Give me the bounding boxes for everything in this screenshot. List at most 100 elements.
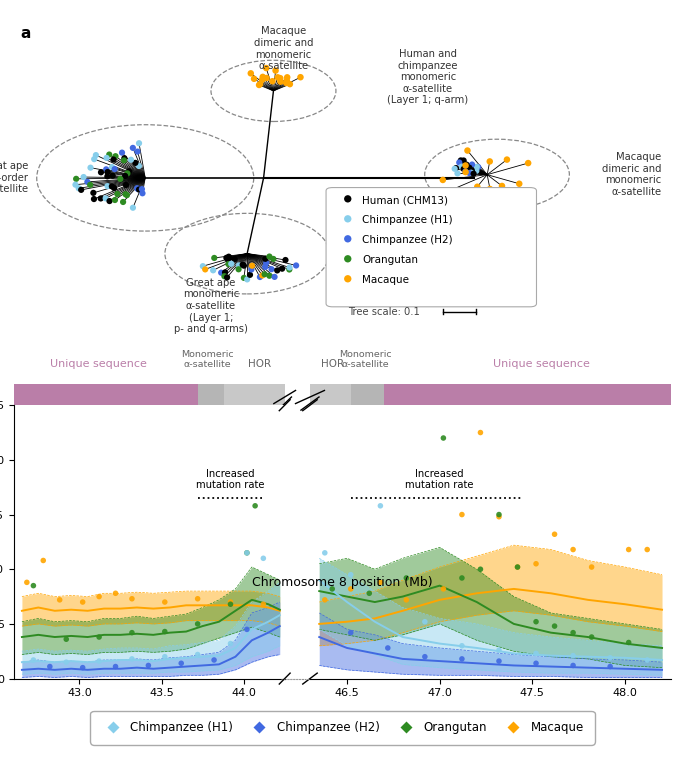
Point (464, 167, 475, 179)
Point (319, 594, 330, 606)
Point (249, 499, 260, 512)
Point (258, 70, 269, 83)
Point (192, 593, 203, 605)
Point (85, 162, 96, 174)
Point (192, 649, 203, 661)
Text: a: a (21, 26, 31, 42)
Point (102, 166, 113, 179)
Point (401, 572, 412, 584)
Point (501, 153, 512, 165)
Point (451, 162, 462, 174)
Text: HOR: HOR (321, 359, 344, 369)
Point (484, 155, 495, 168)
Point (272, 71, 283, 83)
Point (345, 568, 356, 581)
Point (127, 202, 138, 214)
Point (95, 192, 106, 205)
Point (233, 263, 244, 275)
Point (225, 596, 236, 608)
Point (531, 657, 542, 669)
Point (438, 432, 449, 444)
Point (466, 164, 477, 176)
Point (90, 149, 101, 162)
Point (452, 167, 463, 179)
Point (456, 639, 467, 652)
Point (241, 547, 252, 559)
Text: Chimpanzee (H2): Chimpanzee (H2) (362, 236, 453, 245)
Point (54, 594, 65, 606)
Point (106, 180, 117, 192)
Point (342, 192, 353, 205)
Point (475, 427, 486, 439)
Text: Chromosome 8 position (Mb): Chromosome 8 position (Mb) (252, 576, 433, 589)
Point (493, 510, 504, 523)
Point (375, 499, 386, 512)
Point (284, 261, 295, 274)
Point (238, 271, 249, 284)
Legend: Chimpanzee (H1), Chimpanzee (H2), Orangutan, Macaque: Chimpanzee (H1), Chimpanzee (H2), Orangu… (94, 714, 591, 741)
Point (261, 257, 272, 269)
Text: Increased
mutation rate: Increased mutation rate (196, 469, 264, 491)
Point (61, 633, 72, 645)
Bar (224, 384, 285, 407)
Point (249, 73, 260, 85)
Text: Human (CHM13): Human (CHM13) (362, 196, 448, 206)
Point (21, 576, 32, 588)
Point (226, 257, 237, 270)
Point (121, 189, 132, 201)
Point (284, 264, 295, 276)
Point (132, 145, 143, 158)
Point (267, 75, 278, 87)
Point (471, 161, 482, 173)
Point (272, 264, 283, 277)
Point (269, 271, 280, 283)
Point (132, 182, 142, 195)
Point (261, 62, 272, 74)
Point (107, 161, 118, 173)
Point (586, 561, 597, 574)
Point (101, 163, 112, 175)
Point (127, 652, 138, 665)
Text: Monomeric
α-satellite: Monomeric α-satellite (182, 349, 234, 369)
Point (568, 543, 579, 556)
Point (110, 150, 121, 162)
Point (100, 192, 111, 205)
Point (471, 165, 482, 177)
Bar (198, 384, 224, 407)
Point (119, 154, 129, 166)
Point (290, 259, 301, 271)
Point (264, 250, 275, 263)
Point (137, 187, 148, 199)
Text: Increased
mutation rate: Increased mutation rate (406, 469, 474, 491)
Point (108, 153, 119, 165)
Point (456, 572, 467, 584)
Point (104, 195, 115, 207)
Point (295, 71, 306, 83)
Point (82, 175, 93, 188)
Text: Macaque: Macaque (362, 275, 409, 285)
Point (70, 179, 81, 191)
Point (277, 263, 288, 275)
Point (458, 163, 469, 175)
Point (127, 593, 138, 605)
Point (225, 598, 236, 611)
Point (268, 253, 279, 265)
Point (89, 153, 100, 165)
Point (468, 168, 479, 180)
Point (531, 615, 542, 628)
Point (216, 267, 227, 279)
Point (568, 626, 579, 638)
Point (102, 180, 113, 192)
Point (531, 557, 542, 570)
Point (342, 253, 353, 265)
Point (493, 509, 504, 521)
Point (257, 73, 268, 86)
Point (110, 587, 121, 600)
Point (568, 659, 579, 672)
Point (85, 179, 96, 191)
Point (101, 152, 112, 164)
Point (225, 638, 236, 650)
Point (134, 160, 145, 172)
Point (238, 260, 249, 272)
Point (255, 78, 266, 90)
